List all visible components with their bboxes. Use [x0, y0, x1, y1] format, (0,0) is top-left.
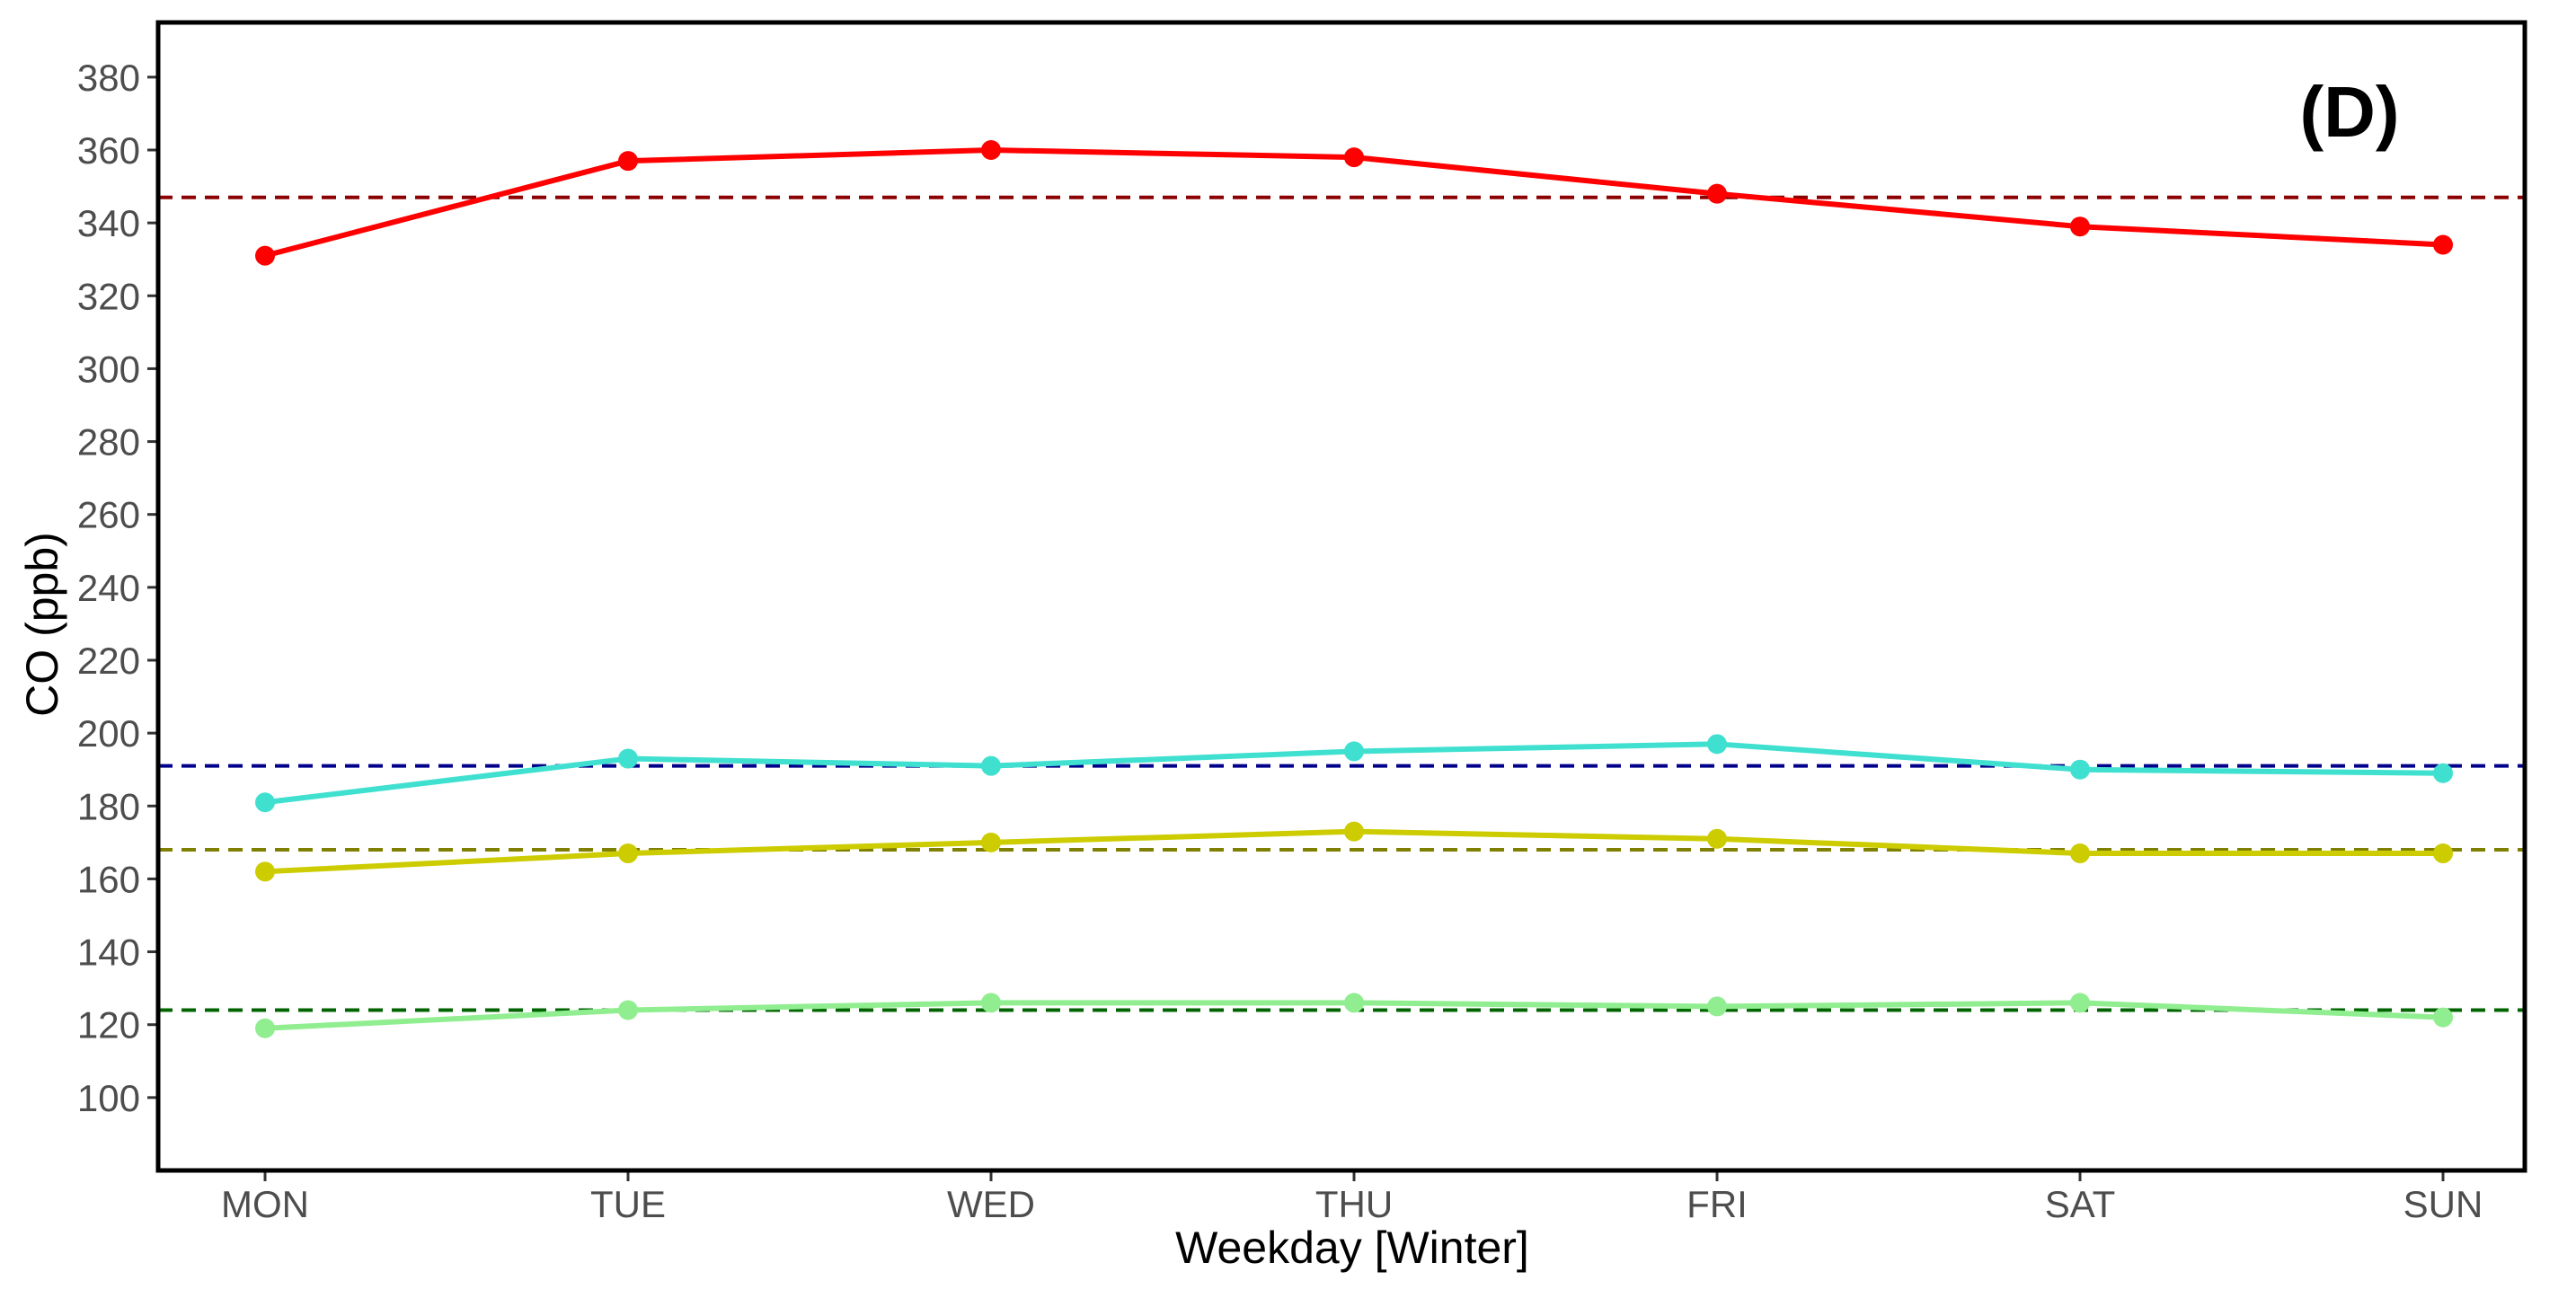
y-tick-label: 280	[77, 421, 140, 464]
y-tick-label: 200	[77, 712, 140, 755]
y-tick-label: 320	[77, 275, 140, 317]
data-point	[981, 755, 1001, 776]
data-point	[981, 993, 1001, 1013]
data-point	[618, 1000, 638, 1020]
data-point	[255, 792, 275, 813]
data-point	[2433, 234, 2453, 255]
data-point	[255, 861, 275, 882]
data-point	[2070, 216, 2090, 237]
data-point	[1707, 183, 1727, 204]
data-point	[1344, 741, 1364, 762]
plot-frame	[155, 20, 2527, 1173]
data-point	[981, 832, 1001, 852]
panel-label: (D)	[2299, 72, 2399, 152]
y-axis-ticks: 100 120 140 160 180 200 220 240 260 280 300 320 340 3…	[77, 57, 158, 1119]
y-tick-label: 260	[77, 494, 140, 536]
data-point	[2070, 993, 2090, 1013]
data-point	[981, 140, 1001, 160]
data-point	[255, 1018, 275, 1038]
x-tick-label: TUE	[590, 1183, 666, 1225]
data-point	[2433, 843, 2453, 864]
y-tick-label: 240	[77, 567, 140, 609]
y-tick-label: 180	[77, 785, 140, 827]
y-tick-label: 140	[77, 932, 140, 974]
y-tick-label: 100	[77, 1077, 140, 1119]
x-tick-label: THU	[1315, 1183, 1393, 1225]
data-point	[1707, 734, 1727, 755]
reference-lines	[158, 195, 2525, 1012]
data-point	[2070, 759, 2090, 780]
y-tick-label: 220	[77, 640, 140, 682]
y-tick-label: 300	[77, 348, 140, 390]
y-tick-label: 380	[77, 57, 140, 99]
data-point	[1707, 828, 1727, 849]
series-lines	[264, 147, 2444, 1031]
data-point	[618, 748, 638, 769]
y-tick-label: 120	[77, 1004, 140, 1046]
data-point	[618, 151, 638, 172]
data-point	[2433, 763, 2453, 783]
y-axis-title: CO (ppb)	[17, 532, 67, 717]
y-tick-label: 360	[77, 129, 140, 172]
data-point	[255, 245, 275, 266]
data-point	[1344, 147, 1364, 168]
series-points	[255, 140, 2453, 1038]
data-point	[2070, 843, 2090, 864]
x-tick-label: WED	[947, 1183, 1035, 1225]
x-tick-label: SUN	[2403, 1183, 2483, 1225]
data-point	[1707, 996, 1727, 1017]
x-tick-label: MON	[221, 1183, 309, 1225]
data-point	[2433, 1007, 2453, 1028]
y-tick-label: 340	[77, 202, 140, 244]
x-tick-label: FRI	[1686, 1183, 1748, 1225]
y-tick-label: 160	[77, 858, 140, 900]
data-point	[618, 843, 638, 864]
data-point	[1344, 993, 1364, 1013]
x-axis-title: Weekday [Winter]	[1175, 1223, 1529, 1273]
data-point	[1344, 821, 1364, 842]
x-axis-ticks: MON TUE WED THU FRI SAT SUN	[221, 1170, 2483, 1225]
x-tick-label: SAT	[2045, 1183, 2116, 1225]
